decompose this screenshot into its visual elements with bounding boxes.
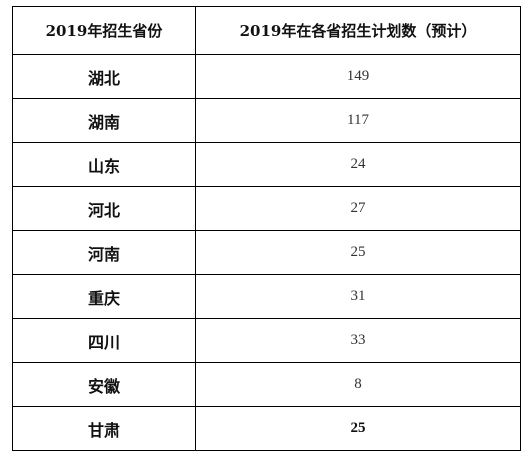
province-cell: 河北 — [12, 186, 196, 231]
province-cell: 四川 — [12, 318, 196, 363]
province-cell: 安徽 — [12, 362, 196, 407]
table-header: 2019年招生省份 2019年在各省招生计划数（预计） — [12, 6, 521, 55]
header-plan-count: 2019年在各省招生计划数（预计） — [195, 6, 521, 55]
province-cell: 湖北 — [12, 54, 196, 99]
province-cell: 甘肃 — [12, 406, 196, 451]
plan-count-cell: 149 — [195, 54, 521, 99]
plan-count-cell: 31 — [195, 274, 521, 319]
province-cell: 重庆 — [12, 274, 196, 319]
table-row: 重庆 31 — [12, 274, 521, 319]
table-row: 四川 33 — [12, 318, 521, 363]
table-row: 山东 24 — [12, 142, 521, 187]
header-row: 2019年招生省份 2019年在各省招生计划数（预计） — [12, 6, 521, 55]
table-row: 安徽 8 — [12, 362, 521, 407]
table-row: 河北 27 — [12, 186, 521, 231]
province-cell: 湖南 — [12, 98, 196, 143]
plan-count-cell: 33 — [195, 318, 521, 363]
table-row: 河南 25 — [12, 230, 521, 275]
enrollment-plan-table: 2019年招生省份 2019年在各省招生计划数（预计） 湖北 149 湖南 11… — [12, 6, 521, 451]
table-row: 湖北 149 — [12, 54, 521, 99]
header-province: 2019年招生省份 — [12, 6, 196, 55]
plan-count-cell: 8 — [195, 362, 521, 407]
province-cell: 山东 — [12, 142, 196, 187]
table-body: 湖北 149 湖南 117 山东 24 河北 27 河南 25 重庆 31 四川… — [12, 54, 521, 451]
plan-count-cell: 117 — [195, 98, 521, 143]
province-cell: 河南 — [12, 230, 196, 275]
table-row: 湖南 117 — [12, 98, 521, 143]
plan-count-cell: 27 — [195, 186, 521, 231]
table-row: 甘肃 25 — [12, 406, 521, 451]
plan-count-cell: 25 — [195, 406, 521, 451]
plan-count-cell: 24 — [195, 142, 521, 187]
plan-count-cell: 25 — [195, 230, 521, 275]
